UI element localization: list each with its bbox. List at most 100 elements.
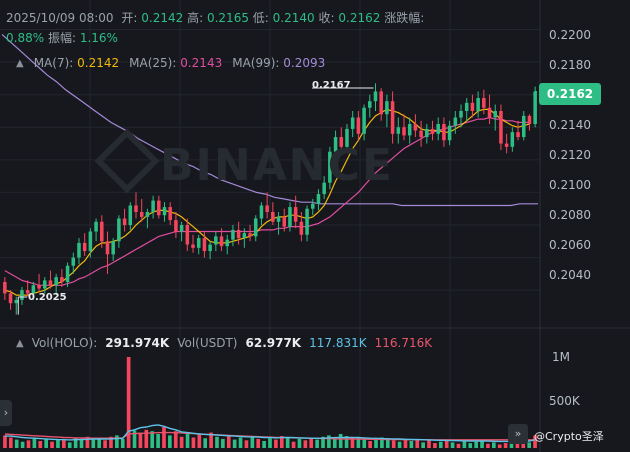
candle-body <box>65 265 70 283</box>
close-label: 收: <box>318 11 335 25</box>
candle-body <box>139 211 144 217</box>
candle-body <box>413 124 418 131</box>
candle-body <box>82 242 87 252</box>
candle-body <box>265 205 269 212</box>
candle-body <box>191 244 195 248</box>
volume-bar <box>73 437 78 448</box>
volume-bar <box>144 429 149 448</box>
candle-body <box>225 239 230 247</box>
candle-body <box>453 117 458 126</box>
candle-body <box>447 125 452 141</box>
volume-bar <box>427 440 431 448</box>
volume-bar <box>444 439 449 448</box>
volume-bar <box>238 437 243 448</box>
candle-body <box>128 205 133 226</box>
candle-body <box>390 101 395 134</box>
candle-body <box>293 207 298 222</box>
candle-body <box>219 236 224 247</box>
candle-body <box>54 277 58 286</box>
volume-bar <box>521 443 526 448</box>
ma-legend: ▲ MA(7): 0.2142 MA(25): 0.2143 MA(99): 0… <box>16 56 325 70</box>
y-tick-label: 0.2140 <box>549 118 591 132</box>
ma7-label: MA(7): <box>33 56 74 70</box>
volume-bar <box>191 437 196 448</box>
candle-body <box>288 207 292 227</box>
candle-body <box>168 207 172 221</box>
candle-body <box>157 200 161 216</box>
scroll-to-latest-button[interactable]: » <box>508 424 528 444</box>
volume-bar <box>421 442 425 448</box>
close-value: 0.2162 <box>338 11 381 25</box>
candle-body <box>48 280 53 286</box>
candle-body <box>42 280 47 289</box>
low-value: 0.2140 <box>272 11 315 25</box>
volume-bar <box>38 441 43 448</box>
candle-body <box>430 128 435 134</box>
high-value: 0.2165 <box>206 11 249 25</box>
ma7-line <box>4 108 530 296</box>
volume-bar <box>297 438 302 448</box>
candle-body <box>3 282 7 294</box>
candle-body <box>350 117 355 129</box>
candle-body <box>362 107 366 134</box>
vol-usdt-value: 62.977K <box>245 336 302 350</box>
open-value: 0.2142 <box>141 11 184 25</box>
candle-body <box>442 124 446 141</box>
volume-bar <box>97 438 102 448</box>
candle-body <box>459 110 463 118</box>
volume-bar <box>438 441 443 448</box>
volume-tick-label: 1M <box>552 350 570 364</box>
volume-bar <box>368 441 372 448</box>
candle-body <box>174 220 178 232</box>
y-tick-label: 0.2100 <box>549 178 591 192</box>
volume-bar <box>3 435 7 448</box>
candle-body <box>527 115 532 125</box>
volume-legend: ▲ Vol(HOLO): 291.974K Vol(USDT) 62.977K … <box>16 336 432 350</box>
vol-ma-a-value: 117.831K <box>309 336 367 350</box>
volume-bar <box>67 442 72 448</box>
scroll-left-button[interactable]: › <box>0 400 12 426</box>
volume-bar <box>409 441 414 448</box>
chevron-up-icon[interactable]: ▲ <box>16 337 24 349</box>
volume-bar <box>62 440 66 448</box>
candle-body <box>236 229 241 239</box>
volume-bar <box>262 441 266 448</box>
candle-body <box>533 91 537 125</box>
candle-body <box>425 128 429 138</box>
y-tick-label: 0.2200 <box>549 28 591 42</box>
volume-bar <box>332 438 337 448</box>
candle-body <box>88 231 93 252</box>
ma99-label: MA(99): <box>232 56 280 70</box>
volume-bar <box>362 439 367 448</box>
candle-body <box>373 91 378 102</box>
vol-ma-b-value: 116.716K <box>374 336 433 350</box>
candle-body <box>253 218 258 237</box>
volume-bar <box>274 439 278 448</box>
candle-body <box>60 277 64 283</box>
candle-body <box>248 233 252 237</box>
candle-body <box>271 211 275 222</box>
volume-tick-label: 500K <box>549 394 580 408</box>
chevron-up-icon[interactable]: ▲ <box>16 57 24 69</box>
candle-body <box>482 97 486 108</box>
ohlc-header: 2025/10/09 08:00 开: 0.2142 高: 0.2165 低: … <box>6 8 526 48</box>
volume-bar <box>109 436 113 448</box>
candle-body <box>14 299 19 304</box>
change-label: 涨跌幅: <box>384 11 425 25</box>
volume-bar <box>79 438 84 448</box>
candle-body <box>310 203 315 209</box>
y-tick-label: 0.2120 <box>549 148 591 162</box>
volume-bar <box>203 438 208 448</box>
y-tick-label: 0.2180 <box>549 58 591 72</box>
candle-body <box>499 110 503 144</box>
candle-body <box>476 97 480 111</box>
volume-bar <box>480 440 484 448</box>
candle-body <box>305 208 309 235</box>
candle-body <box>407 124 412 136</box>
volume-bar <box>491 442 496 448</box>
datetime: 2025/10/09 08:00 <box>6 11 114 25</box>
volume-bar <box>162 427 166 448</box>
change-value: 0.88% <box>6 31 45 45</box>
volume-bar <box>533 435 537 448</box>
ma25-value: 0.2143 <box>180 56 223 70</box>
